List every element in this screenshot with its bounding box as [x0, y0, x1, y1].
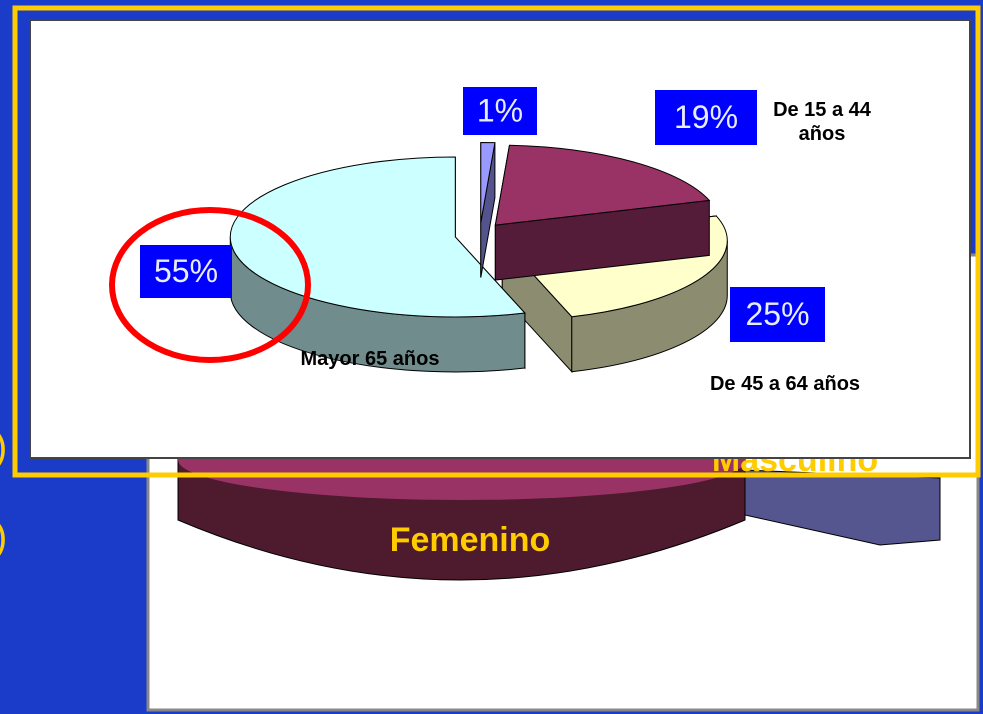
value-label-box [140, 245, 232, 298]
slice [480, 142, 496, 223]
side-note: ) [0, 515, 7, 560]
category-label: Mayor 65 años [300, 348, 440, 370]
value-label: 25% [745, 296, 809, 332]
value-label-box [730, 287, 825, 342]
slice [229, 156, 526, 318]
category-label: De 15 a 44 años [773, 99, 871, 145]
category-label: De 45 a 64 años [709, 373, 861, 395]
pie [229, 142, 728, 374]
value-label-box [463, 87, 537, 135]
slice [494, 144, 711, 226]
side-note: ) [0, 425, 7, 470]
background-label: Femenino [390, 521, 551, 559]
value-label-box [655, 90, 757, 145]
highlight-circle [109, 207, 311, 363]
value-label: 1% [477, 92, 523, 128]
value-label: 55% [154, 253, 218, 289]
frame [12, 5, 981, 478]
value-label: 19% [674, 99, 738, 135]
